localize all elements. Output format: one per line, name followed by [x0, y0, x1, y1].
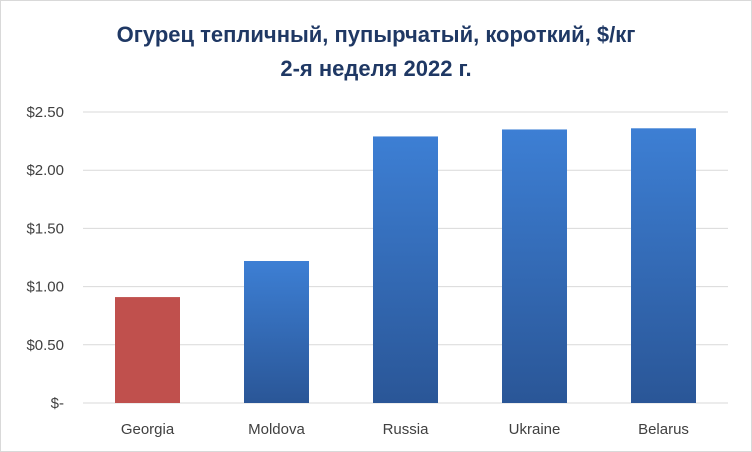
- chart-title-line-2: 2-я неделя 2022 г.: [280, 56, 472, 81]
- y-tick-label: $0.50: [26, 337, 64, 354]
- bar-moldova: [244, 260, 309, 403]
- y-tick-label: $1.50: [26, 220, 64, 237]
- x-category-label: Belarus: [638, 421, 689, 438]
- y-tick-label: $2.00: [26, 162, 64, 179]
- bar-georgia: [115, 297, 180, 403]
- bar-belarus: [631, 128, 696, 403]
- x-category-label: Georgia: [121, 421, 175, 438]
- y-tick-label: $1.00: [26, 279, 64, 296]
- bar-russia: [373, 136, 438, 403]
- chart-title-line-1: Огурец тепличный, пупырчатый, короткий, …: [116, 22, 636, 47]
- x-category-label: Russia: [383, 421, 430, 438]
- bar-ukraine: [502, 129, 567, 403]
- y-tick-label: $-: [51, 395, 64, 412]
- chart-title: Огурец тепличный, пупырчатый, короткий, …: [0, 18, 752, 86]
- x-category-label: Moldova: [248, 421, 305, 438]
- x-category-label: Ukraine: [509, 421, 561, 438]
- y-tick-label: $2.50: [26, 104, 64, 121]
